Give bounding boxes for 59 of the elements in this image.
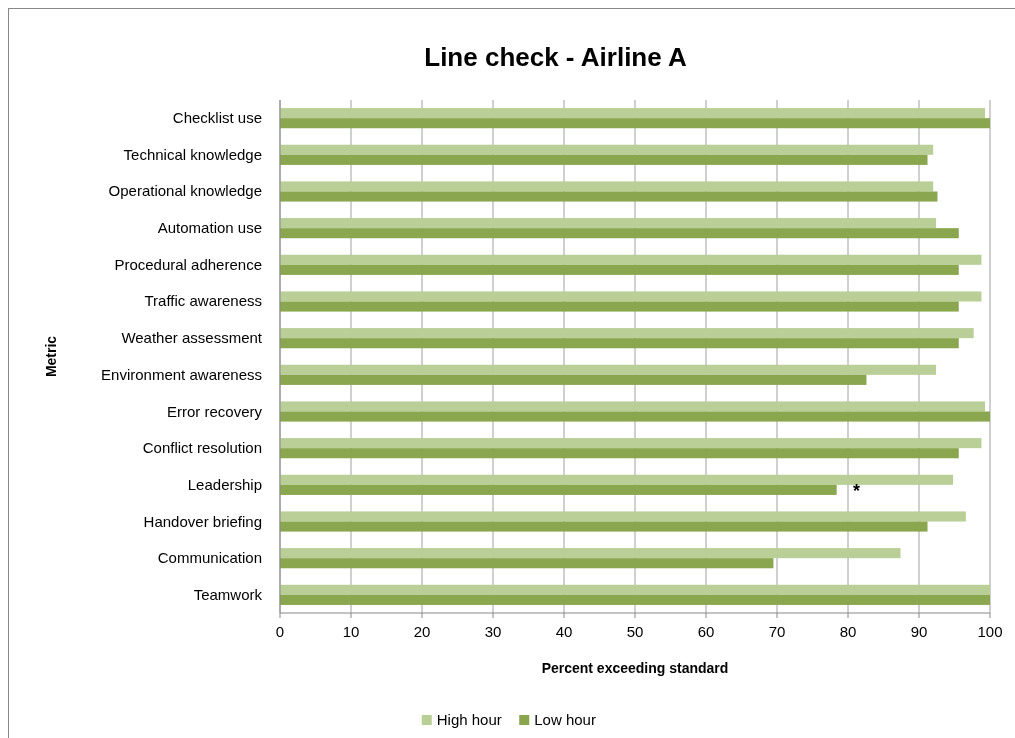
x-tick-label: 30 <box>484 623 502 640</box>
x-tick-label: 20 <box>413 623 431 640</box>
y-tick-label: Weather assessment <box>121 329 263 347</box>
bar <box>280 181 934 192</box>
bar <box>280 401 986 412</box>
legend-label: Low hour <box>534 711 596 728</box>
y-tick-label: Leadership <box>187 475 262 493</box>
legend-label: High hour <box>436 711 502 728</box>
y-tick-label: Teamwork <box>193 585 263 603</box>
y-tick-label: Traffic awareness <box>144 292 262 310</box>
bar <box>280 118 990 129</box>
bar <box>280 218 937 229</box>
bar <box>280 228 959 239</box>
bar <box>280 511 966 522</box>
bar <box>280 448 959 459</box>
bar <box>280 264 959 275</box>
bar <box>280 154 928 165</box>
x-tick-label: 80 <box>839 623 857 640</box>
y-tick-label: Technical knowledge <box>123 145 262 163</box>
bar <box>280 328 974 339</box>
bar <box>280 338 959 349</box>
y-tick-label: Handover briefing <box>143 512 262 530</box>
x-axis-title: Percent exceeding standard <box>541 660 729 676</box>
y-tick-label: Error recovery <box>166 402 263 420</box>
bar <box>280 584 990 595</box>
x-tick-label: 100 <box>977 623 1003 640</box>
bar <box>280 558 774 569</box>
y-axis-title: Metric <box>43 335 59 378</box>
y-tick-label: Communication <box>157 549 262 567</box>
x-tick-label: 70 <box>768 623 786 640</box>
y-tick-label: Procedural adherence <box>114 255 262 273</box>
y-tick-label: Conflict resolution <box>142 439 262 457</box>
bar <box>280 438 982 449</box>
bar <box>280 108 986 119</box>
bar <box>280 301 959 312</box>
x-tick-label: 90 <box>910 623 928 640</box>
bar <box>280 594 990 605</box>
chart-title: Line check - Airline A <box>424 42 687 72</box>
bar <box>280 411 990 422</box>
y-tick-label: Automation use <box>157 219 262 237</box>
x-tick-label: 50 <box>626 623 644 640</box>
bar <box>280 474 954 485</box>
bar <box>280 484 837 495</box>
bar <box>280 291 982 302</box>
bar <box>280 521 928 532</box>
x-tick-label: 40 <box>555 623 573 640</box>
annotation: * <box>853 480 861 501</box>
bar <box>280 191 938 202</box>
bar <box>280 374 867 385</box>
bar <box>280 144 934 155</box>
y-tick-label: Operational knowledge <box>108 182 262 200</box>
bar <box>280 548 901 559</box>
bar <box>280 364 937 375</box>
x-tick-label: 0 <box>275 623 285 640</box>
bar <box>280 254 982 265</box>
x-tick-label: 10 <box>342 623 360 640</box>
y-tick-label: Environment awareness <box>101 365 262 383</box>
x-tick-label: 60 <box>697 623 715 640</box>
y-tick-label: Checklist use <box>172 109 262 127</box>
